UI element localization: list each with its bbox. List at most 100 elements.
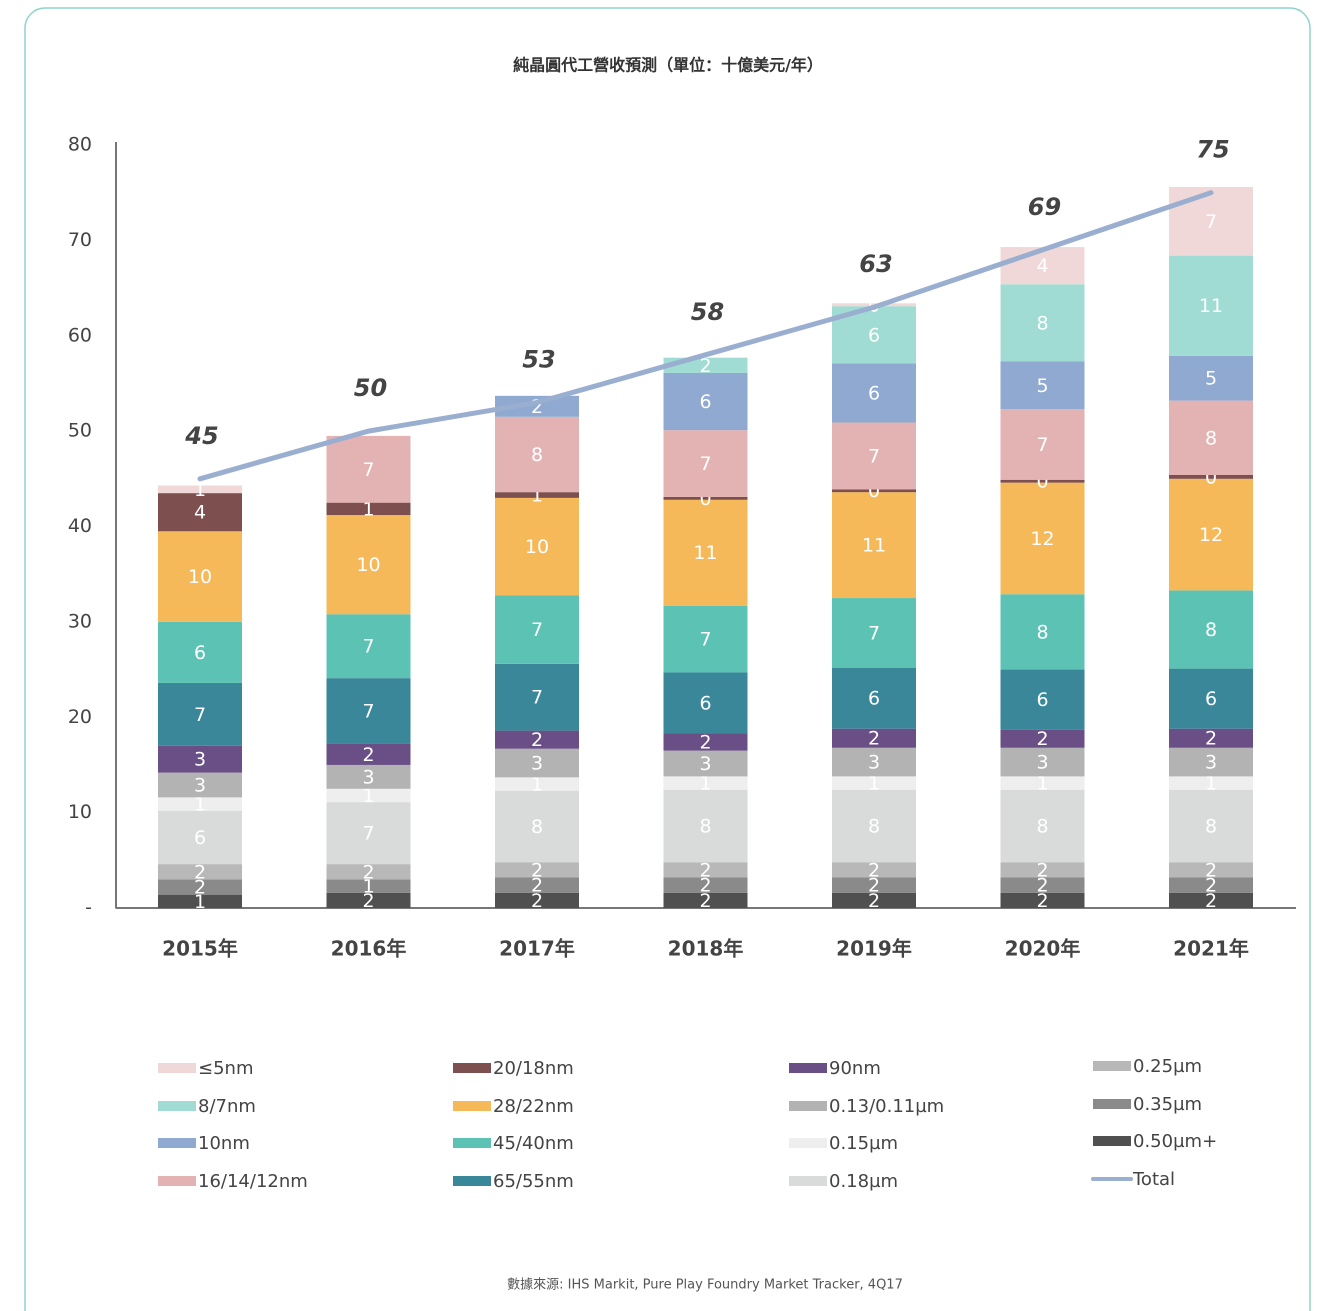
legend-label: 0.50µm+ <box>1133 1131 1217 1152</box>
legend-swatch <box>789 1101 827 1111</box>
bar-segment <box>158 745 242 773</box>
bar-segment <box>1169 789 1253 863</box>
legend-label: 90nm <box>829 1058 881 1079</box>
data-label: 2 <box>194 861 206 883</box>
bar-segment <box>158 864 242 880</box>
data-label: 2 <box>868 875 880 897</box>
bar-segment <box>495 663 579 731</box>
y-tick-label: 40 <box>68 515 92 537</box>
data-label: 2 <box>699 732 711 754</box>
legend-swatch <box>453 1138 491 1148</box>
legend-swatch <box>158 1138 196 1148</box>
data-label: 6 <box>868 688 880 710</box>
data-label: 2 <box>531 875 543 897</box>
bar-segment <box>1169 355 1253 401</box>
data-label: 1 <box>531 774 543 796</box>
x-tick-label: 2017年 <box>499 937 575 961</box>
bar-segment <box>832 667 916 729</box>
bar-segment <box>495 492 579 498</box>
bar-segment <box>1000 482 1085 595</box>
data-label: 5 <box>1205 368 1217 390</box>
bar-segment <box>158 682 242 746</box>
data-label: 8 <box>1036 621 1048 643</box>
data-label: 2 <box>868 728 880 750</box>
data-label: 2 <box>1036 859 1048 881</box>
data-label: 4 <box>194 502 206 524</box>
data-label: 7 <box>362 459 374 481</box>
data-label: 2 <box>1036 728 1048 750</box>
data-label: 6 <box>868 382 880 404</box>
data-label: 8 <box>531 816 543 838</box>
data-label: 1 <box>362 785 374 807</box>
bar-segment <box>1169 668 1253 729</box>
data-label: 7 <box>699 629 711 651</box>
data-label: 7 <box>531 619 543 641</box>
x-tick-label: 2015年 <box>162 937 238 961</box>
data-label: 7 <box>1036 434 1048 456</box>
bar-segment <box>1000 361 1085 410</box>
bar-segment <box>663 776 748 790</box>
bar-segment <box>832 776 916 790</box>
data-label: 8 <box>531 444 543 466</box>
legend-swatch <box>789 1176 827 1186</box>
bar-segment <box>495 777 579 791</box>
bar-segment <box>663 877 748 893</box>
data-label: 1 <box>362 498 374 520</box>
data-label: 8 <box>1205 619 1217 641</box>
bar-segment <box>832 363 916 423</box>
data-label: 6 <box>194 642 206 664</box>
bar-segment <box>663 499 748 606</box>
bar-segment <box>832 789 916 863</box>
bar-segment <box>1169 186 1253 256</box>
data-label: 1 <box>362 876 374 898</box>
data-label: 10 <box>188 566 212 588</box>
bar-segment <box>832 728 916 748</box>
total-label: 75 <box>1196 136 1229 164</box>
legend-label: 0.13/0.11µm <box>829 1096 944 1117</box>
bar-segment <box>158 894 242 908</box>
data-label: 12 <box>1199 524 1223 546</box>
bar-segment <box>495 892 579 908</box>
data-label: 7 <box>699 453 711 475</box>
bar-segment <box>1169 892 1253 908</box>
data-label: 4 <box>1036 255 1048 277</box>
data-label: 2 <box>868 859 880 881</box>
bar-segment <box>158 621 242 683</box>
bar-segment <box>158 485 242 494</box>
data-label: 2 <box>362 744 374 766</box>
data-label: 3 <box>194 774 206 796</box>
bar-segment <box>495 416 579 493</box>
legend-label: 16/14/12nm <box>198 1171 308 1192</box>
bar-segment <box>495 395 579 417</box>
x-tick-label: 2016年 <box>331 937 407 961</box>
bar-segment <box>158 531 242 622</box>
data-label: 2 <box>531 890 543 912</box>
data-label: 8 <box>1205 815 1217 837</box>
data-label: 3 <box>362 766 374 788</box>
total-label: 63 <box>859 250 892 278</box>
data-label: 2 <box>1205 875 1217 897</box>
bar-segment <box>326 864 411 880</box>
data-label: 2 <box>362 890 374 912</box>
data-label: 11 <box>1199 295 1223 317</box>
bar-segment <box>1000 877 1085 893</box>
total-label: 58 <box>691 298 724 326</box>
source-note: 數據來源: IHS Markit, Pure Play Foundry Mark… <box>507 1278 903 1293</box>
legend-swatch <box>789 1138 827 1148</box>
bar-segment <box>1169 400 1253 475</box>
data-label: 10 <box>356 554 380 576</box>
bar-segment <box>1000 247 1085 285</box>
bar-segment <box>495 730 579 749</box>
data-label: 6 <box>1036 689 1048 711</box>
bar-segment <box>1000 776 1085 790</box>
bar-segment <box>1000 729 1085 748</box>
y-tick-label: 20 <box>68 706 92 728</box>
legend-swatch <box>453 1101 491 1111</box>
data-label: 7 <box>868 445 880 467</box>
bar-segment <box>495 877 579 893</box>
bar-segment <box>832 598 916 668</box>
y-tick-label: 50 <box>68 420 92 442</box>
bar-segment <box>663 496 748 500</box>
legend-swatch <box>158 1101 196 1111</box>
bar-segment <box>326 678 411 744</box>
